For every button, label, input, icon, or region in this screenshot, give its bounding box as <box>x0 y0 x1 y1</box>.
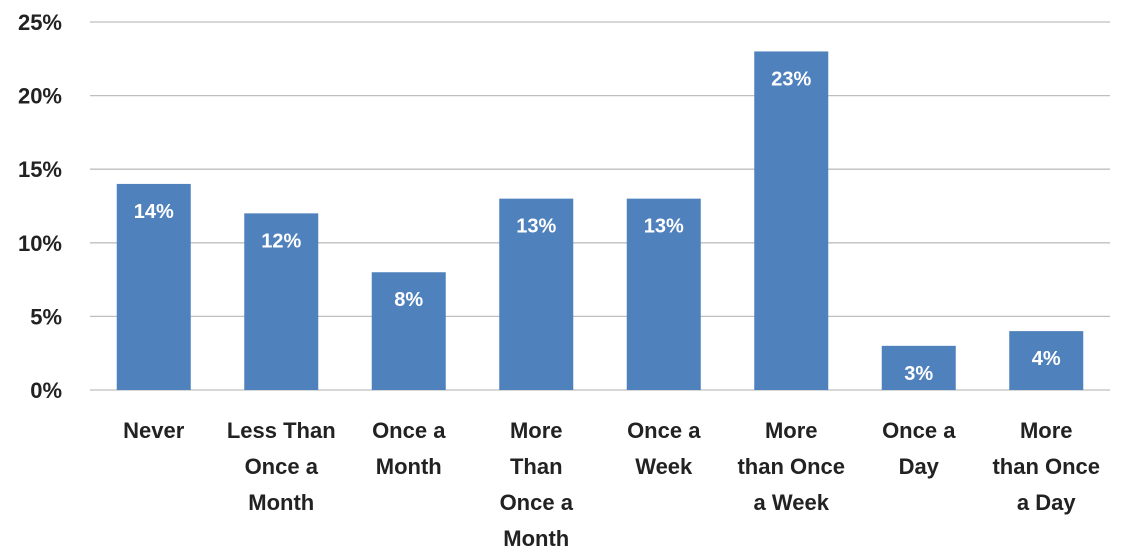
category-label: More than Once a Day <box>992 418 1100 515</box>
category-label-line: More <box>510 418 563 443</box>
category-label-line: Than <box>510 454 563 479</box>
bar <box>499 198 574 390</box>
category-label-line: a Week <box>754 490 830 515</box>
data-label: 13% <box>516 216 556 238</box>
data-label: 13% <box>644 216 684 238</box>
data-label: 14% <box>134 201 174 223</box>
category-label: More Than Once a Month <box>500 418 574 551</box>
category-label-line: Month <box>376 454 442 479</box>
data-label: 8% <box>394 289 423 311</box>
bar <box>244 213 319 390</box>
category-label-line: Once a <box>882 418 956 443</box>
category-label-line: More <box>1020 418 1073 443</box>
category-label: More than Once a Week <box>737 418 845 515</box>
category-label: Once a Week <box>627 418 701 479</box>
gridlines <box>90 21 1110 391</box>
data-label: 4% <box>1032 348 1061 370</box>
y-tick-label: 20% <box>18 84 62 109</box>
category-label-line: a Day <box>1017 490 1076 515</box>
category-label-line: More <box>765 418 818 443</box>
category-label-line: Day <box>899 454 940 479</box>
y-tick-label: 15% <box>18 157 62 182</box>
category-label-line: Month <box>503 526 569 551</box>
category-label: Never <box>123 418 185 443</box>
bars <box>116 51 1084 390</box>
data-label: 3% <box>904 363 933 385</box>
y-tick-label: 0% <box>30 378 62 403</box>
data-label: 12% <box>261 230 301 252</box>
category-label: Less Than Once a Month <box>227 418 336 515</box>
category-label-line: than Once <box>992 454 1100 479</box>
category-label-line: Once a <box>500 490 574 515</box>
bar <box>1009 331 1084 390</box>
category-label-line: Month <box>248 490 314 515</box>
category-label-line: Once a <box>627 418 701 443</box>
category-label-line: Week <box>635 454 693 479</box>
category-label-line: Once a <box>245 454 319 479</box>
category-label-line: than Once <box>737 454 845 479</box>
bar <box>881 345 956 390</box>
category-label-line: Less Than <box>227 418 336 443</box>
category-label: Once a Month <box>372 418 446 479</box>
y-tick-label: 10% <box>18 231 62 256</box>
category-label: Once a Day <box>882 418 956 479</box>
data-labels: 14% 12% 8% 13% 13% 23% 3% 4% <box>134 68 1061 384</box>
category-label-line: Never <box>123 418 185 443</box>
bar <box>371 272 446 390</box>
bar <box>754 51 829 390</box>
y-tick-label: 5% <box>30 304 62 329</box>
bar <box>116 183 191 390</box>
bar <box>626 198 701 390</box>
data-label: 23% <box>771 68 811 90</box>
category-label-line: Once a <box>372 418 446 443</box>
y-axis-tick-labels: 0% 5% 10% 15% 20% 25% <box>18 10 62 403</box>
y-tick-label: 25% <box>18 10 62 35</box>
